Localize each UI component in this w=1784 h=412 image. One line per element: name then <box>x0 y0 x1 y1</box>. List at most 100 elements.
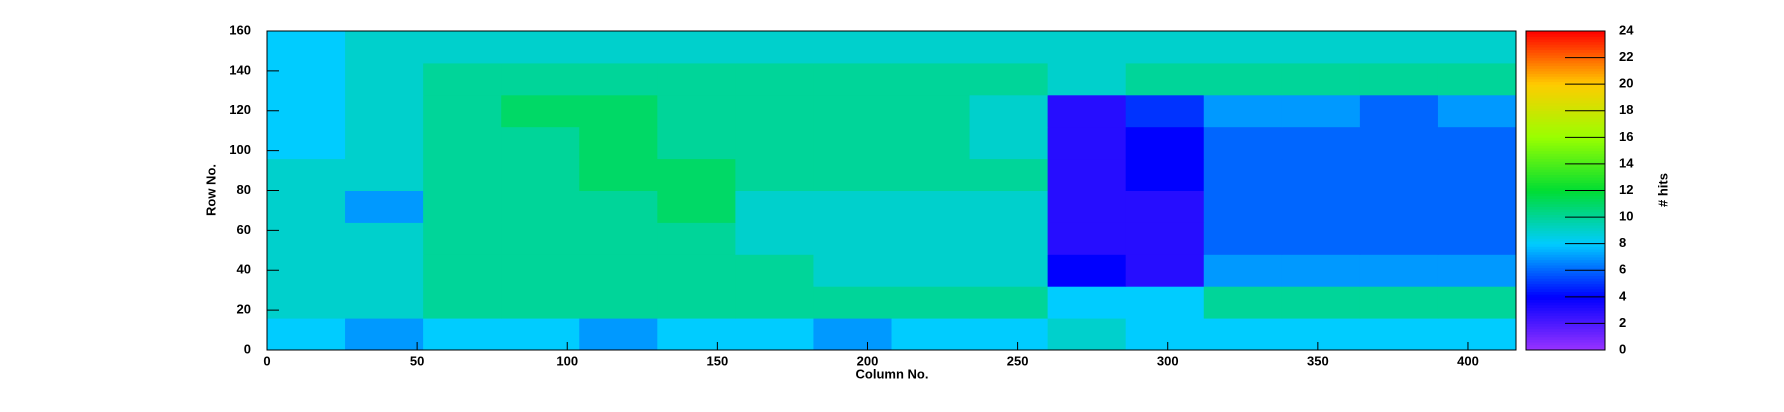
colorbar-segment <box>1526 110 1605 114</box>
colorbar-tick-label: 12 <box>1619 182 1633 197</box>
heat-cell <box>891 286 971 319</box>
colorbar-segment <box>1526 36 1605 40</box>
colorbar-segment <box>1526 169 1605 173</box>
heat-cell <box>735 286 814 319</box>
heat-cell <box>1203 62 1283 96</box>
heat-cell <box>1281 222 1361 255</box>
heat-cell <box>501 158 580 191</box>
colorbar-segment <box>1526 142 1605 146</box>
colorbar-segment <box>1526 315 1605 319</box>
colorbar-segment <box>1526 312 1605 316</box>
heat-cell <box>1203 126 1283 160</box>
heat-cell <box>1047 31 1127 64</box>
colorbar-segment <box>1526 113 1605 117</box>
heat-cell <box>1125 158 1205 191</box>
x-tick-label: 300 <box>1157 353 1179 368</box>
colorbar-tick-label: 2 <box>1619 315 1626 330</box>
heat-cell <box>657 190 736 223</box>
heat-cell <box>1437 158 1517 191</box>
heat-cell <box>1281 254 1361 287</box>
heat-cell <box>1047 254 1127 287</box>
colorbar-segment <box>1526 347 1605 351</box>
colorbar-segment <box>1526 60 1605 64</box>
heat-cell <box>1359 31 1439 64</box>
heat-cell <box>423 126 502 160</box>
colorbar-segment <box>1526 219 1605 223</box>
colorbar-segment <box>1526 294 1605 298</box>
colorbar-segment <box>1526 336 1605 340</box>
colorbar-segment <box>1526 139 1605 144</box>
colorbar-segment <box>1526 296 1605 300</box>
colorbar-segment <box>1526 105 1605 109</box>
heat-cell <box>657 126 736 160</box>
heat-cell <box>1359 254 1439 287</box>
colorbar-segment <box>1526 328 1605 332</box>
colorbar-segment <box>1526 225 1605 229</box>
colorbar-segment <box>1526 310 1605 314</box>
colorbar-tick-label: 20 <box>1619 76 1633 91</box>
colorbar-segment <box>1526 241 1605 245</box>
heat-cell <box>891 222 971 255</box>
colorbar-segment <box>1526 227 1605 231</box>
colorbar-segment <box>1526 344 1605 348</box>
heat-cell <box>267 94 346 128</box>
heat-cell <box>267 318 346 351</box>
x-axis-title: Column No. <box>856 366 929 381</box>
colorbar-tick-label: 16 <box>1619 129 1633 144</box>
y-tick-label: 100 <box>229 142 251 157</box>
heat-cell <box>267 254 346 287</box>
heat-cell <box>501 190 580 223</box>
colorbar-segment <box>1526 108 1605 112</box>
colorbar-segment <box>1526 166 1605 170</box>
colorbar-segment <box>1526 243 1605 247</box>
heat-cell <box>657 94 736 128</box>
heat-cell <box>423 318 502 351</box>
heat-cell <box>423 31 502 64</box>
heat-cell <box>813 158 892 191</box>
heat-cell <box>657 318 736 351</box>
heat-cell <box>1437 190 1517 223</box>
colorbar-segment <box>1526 124 1605 128</box>
heat-cell <box>735 94 814 128</box>
heat-cell <box>579 286 658 319</box>
heat-cell <box>891 62 971 96</box>
colorbar-segment <box>1526 182 1605 186</box>
heat-cell <box>579 62 658 96</box>
colorbar-segment <box>1526 238 1605 242</box>
heat-cell <box>1281 318 1361 351</box>
heat-cell <box>1281 31 1361 64</box>
colorbar-segment <box>1526 264 1605 269</box>
heat-cell <box>1047 222 1127 255</box>
heat-cell <box>579 126 658 160</box>
colorbar-segment <box>1526 137 1605 141</box>
colorbar-segment <box>1526 163 1605 168</box>
heat-cell <box>735 31 814 64</box>
colorbar-segment <box>1526 259 1605 263</box>
colorbar-tick-label: 18 <box>1619 102 1633 117</box>
colorbar-segment <box>1526 86 1605 90</box>
heat-cell <box>579 158 658 191</box>
heat-cell <box>735 126 814 160</box>
colorbar-segment <box>1526 302 1605 306</box>
heat-cell <box>735 62 814 96</box>
colorbar-tick-label: 8 <box>1619 235 1626 250</box>
heat-cell <box>969 62 1049 96</box>
colorbar-segment <box>1526 275 1605 279</box>
heat-cell <box>267 126 346 160</box>
heat-cell <box>267 158 346 191</box>
heat-cell <box>345 286 424 319</box>
colorbar-segment <box>1526 68 1605 72</box>
heat-cell <box>1359 286 1439 319</box>
heat-cell <box>813 62 892 96</box>
colorbar-segment <box>1526 187 1605 191</box>
heat-cell <box>1281 94 1361 128</box>
colorbar-segment <box>1526 132 1605 136</box>
colorbar-segment <box>1526 76 1605 80</box>
heat-cell <box>1047 126 1127 160</box>
colorbar-tick-label: 0 <box>1619 341 1626 356</box>
colorbar-segment <box>1526 326 1605 330</box>
colorbar-segment <box>1526 57 1605 61</box>
heat-cell <box>501 94 580 128</box>
colorbar-segment <box>1526 41 1605 45</box>
heat-cell <box>969 158 1049 191</box>
